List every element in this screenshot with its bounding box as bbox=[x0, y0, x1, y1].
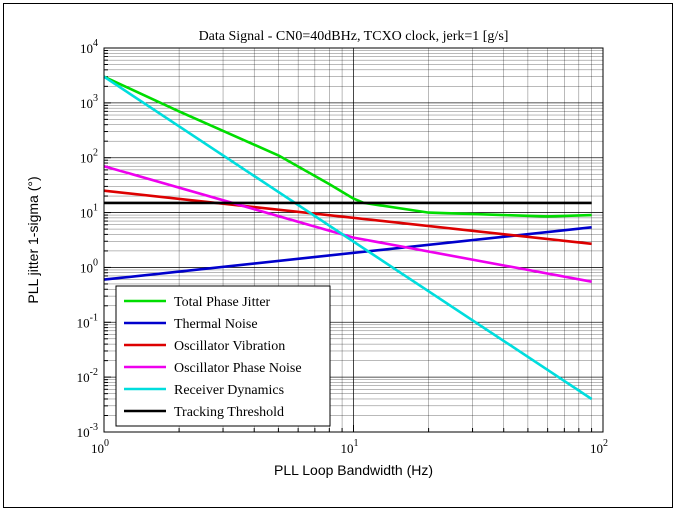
x-tick-label-exponent: 2 bbox=[603, 438, 608, 449]
legend-label: Thermal Noise bbox=[174, 317, 258, 332]
y-tick-label: 10-2 bbox=[77, 367, 98, 385]
x-tick-label: 100 bbox=[91, 438, 109, 456]
y-tick-label-base: 10 bbox=[80, 206, 93, 221]
y-tick-label-base: 10 bbox=[77, 370, 90, 385]
x-tick-label: 102 bbox=[590, 438, 608, 456]
y-tick-label-base: 10 bbox=[80, 41, 93, 56]
y-axis-label: PLL jitter 1-sigma (°) bbox=[25, 176, 41, 303]
y-tick-label: 102 bbox=[80, 148, 98, 166]
legend-label: Oscillator Phase Noise bbox=[174, 361, 302, 376]
legend-box bbox=[115, 285, 331, 427]
legend-label: Tracking Threshold bbox=[174, 405, 284, 420]
y-tick-label: 10-3 bbox=[77, 422, 98, 440]
x-tick-label: 101 bbox=[341, 438, 359, 456]
y-tick-label: 101 bbox=[80, 203, 98, 221]
series-line-oscillator-phase-noise bbox=[103, 164, 592, 283]
y-tick-label-exponent: 3 bbox=[93, 93, 98, 104]
series-layer bbox=[103, 75, 593, 401]
y-tick-label: 104 bbox=[80, 38, 98, 56]
y-tick-label-base: 10 bbox=[80, 260, 93, 275]
x-axis-label: PLL Loop Bandwidth (Hz) bbox=[274, 462, 433, 478]
legend-label: Oscillator Vibration bbox=[174, 339, 285, 354]
y-tick-label-exponent: 4 bbox=[93, 38, 98, 49]
series-line-receiver-dynamics bbox=[103, 75, 593, 401]
y-tick-label-exponent: 0 bbox=[93, 257, 98, 268]
y-tick-label-exponent: -2 bbox=[90, 367, 98, 378]
x-tick-labels: 100 101 102 bbox=[91, 438, 608, 456]
y-tick-label-exponent: 1 bbox=[93, 203, 98, 214]
x-tick-label-base: 10 bbox=[341, 441, 354, 456]
y-tick-label-exponent: -3 bbox=[90, 422, 98, 433]
series-line-oscillator-vibration bbox=[103, 189, 592, 246]
y-tick-label: 100 bbox=[80, 257, 98, 275]
y-tick-label-exponent: -1 bbox=[90, 312, 98, 323]
legend: Total Phase Jitter Thermal Noise Oscillato… bbox=[115, 285, 331, 427]
y-tick-label-exponent: 2 bbox=[93, 148, 98, 159]
series-line-total-phase-jitter bbox=[103, 75, 592, 218]
legend-label: Receiver Dynamics bbox=[174, 383, 284, 398]
legend-label: Total Phase Jitter bbox=[174, 295, 271, 310]
x-tick-label-base: 10 bbox=[91, 441, 104, 456]
y-tick-label: 103 bbox=[80, 93, 98, 111]
y-tick-label-base: 10 bbox=[80, 151, 93, 166]
x-tick-label-base: 10 bbox=[590, 441, 603, 456]
y-tick-label: 10-1 bbox=[77, 312, 98, 330]
y-tick-label-base: 10 bbox=[77, 315, 90, 330]
y-tick-label-base: 10 bbox=[77, 425, 90, 440]
x-tick-label-exponent: 0 bbox=[104, 438, 109, 449]
plot-border bbox=[103, 47, 604, 433]
x-tick-label-exponent: 1 bbox=[354, 438, 359, 449]
y-tick-label-base: 10 bbox=[80, 96, 93, 111]
chart-title: Data Signal - CN0=40dBHz, TCXO clock, je… bbox=[199, 29, 509, 44]
